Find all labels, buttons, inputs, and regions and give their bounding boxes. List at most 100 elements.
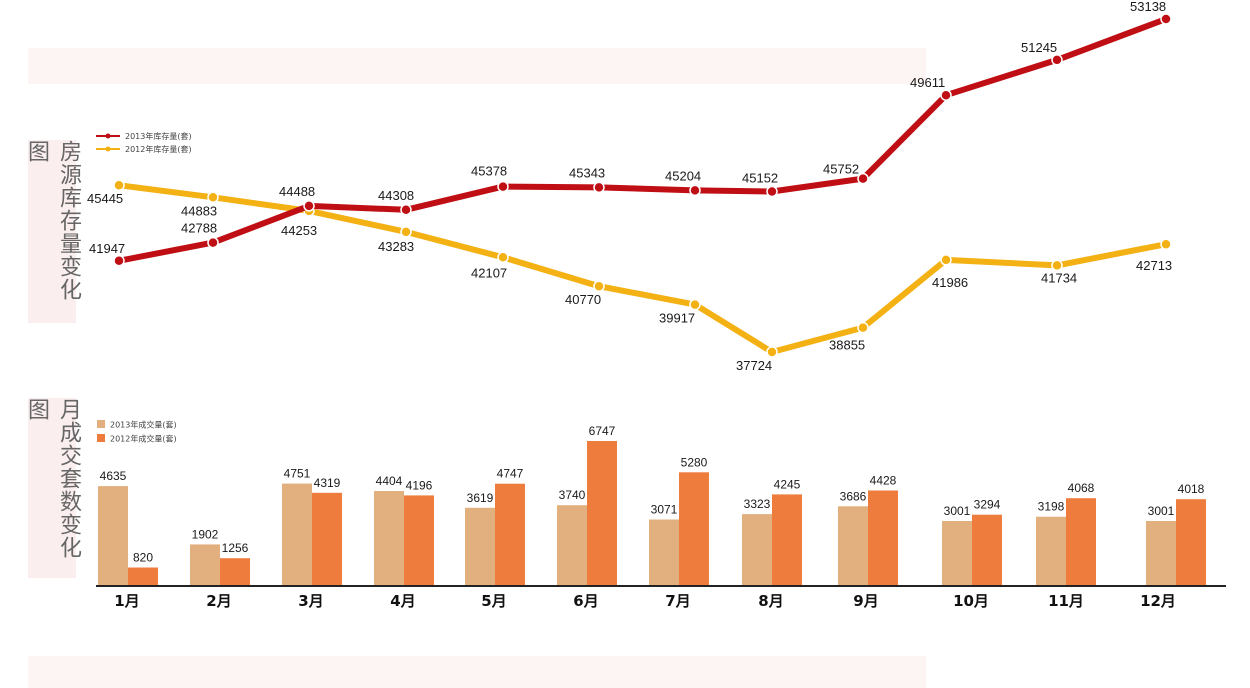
inventory-data-label: 45343 bbox=[569, 165, 605, 180]
sales-data-label: 820 bbox=[133, 551, 153, 565]
month-tick-label: 12月 bbox=[1140, 592, 1176, 610]
sales-bar-2012 bbox=[587, 441, 617, 585]
sales-chart-title: 月成交套数变化图 bbox=[24, 398, 81, 559]
sales-bar-2012 bbox=[679, 472, 709, 585]
sales-data-label: 6747 bbox=[589, 424, 616, 438]
inventory-point bbox=[940, 254, 952, 266]
inventory-point bbox=[593, 280, 605, 292]
legend-label: 2012年库存量(套) bbox=[125, 144, 192, 154]
sales-bar-2013 bbox=[374, 491, 404, 585]
inventory-point bbox=[497, 180, 509, 193]
inventory-data-label: 45378 bbox=[471, 164, 507, 179]
decorative-band-top bbox=[28, 48, 926, 84]
legend-bar-swatch bbox=[97, 420, 105, 428]
legend-label: 2013年成交量(套) bbox=[110, 420, 177, 430]
sales-bar-2012 bbox=[972, 514, 1002, 585]
inventory-data-label: 41734 bbox=[1041, 270, 1077, 285]
sales-bar-2012 bbox=[1176, 499, 1206, 585]
month-tick-label: 10月 bbox=[953, 592, 989, 610]
inventory-data-label: 43283 bbox=[378, 239, 414, 254]
series-2012-inventory bbox=[113, 179, 1172, 358]
inventory-data-label: 44308 bbox=[378, 188, 414, 203]
sales-data-label: 4747 bbox=[497, 467, 524, 481]
inventory-point bbox=[303, 200, 315, 212]
sales-bar-2012 bbox=[220, 558, 250, 585]
inventory-data-label: 45204 bbox=[665, 168, 701, 183]
sales-data-label: 4068 bbox=[1068, 481, 1095, 495]
inventory-point bbox=[940, 89, 952, 101]
inventory-point bbox=[1051, 259, 1063, 272]
inventory-data-label: 45445 bbox=[87, 191, 123, 206]
sales-data-label: 3001 bbox=[944, 504, 971, 518]
inventory-data-label: 45752 bbox=[823, 162, 859, 177]
inventory-data-label: 44883 bbox=[181, 203, 217, 218]
sales-bar-2012 bbox=[868, 490, 898, 585]
sales-data-label: 4751 bbox=[284, 467, 311, 481]
month-tick-label: 9月 bbox=[853, 592, 878, 610]
sales-bar-2013 bbox=[742, 514, 772, 585]
sales-bar-2013 bbox=[98, 486, 128, 585]
inventory-point bbox=[857, 172, 869, 185]
inventory-point bbox=[689, 298, 701, 311]
inventory-data-label: 44488 bbox=[279, 184, 315, 199]
month-tick-label: 11月 bbox=[1048, 592, 1084, 610]
sales-data-label: 4428 bbox=[870, 474, 897, 488]
inventory-point bbox=[593, 181, 605, 194]
inventory-point bbox=[1160, 13, 1172, 25]
month-tick-label: 3月 bbox=[298, 592, 323, 610]
sales-data-label: 1256 bbox=[222, 541, 249, 555]
inventory-data-label: 39917 bbox=[659, 311, 695, 326]
inventory-chart-title-panel: 房源库存量变化图 bbox=[24, 140, 81, 323]
inventory-data-label: 38855 bbox=[829, 338, 865, 353]
sales-data-label: 3740 bbox=[559, 488, 586, 502]
inventory-point bbox=[1160, 238, 1172, 250]
inventory-data-label: 49611 bbox=[910, 75, 945, 90]
sales-chart-title-panel: 月成交套数变化图 bbox=[24, 398, 81, 578]
inventory-data-label: 42713 bbox=[1136, 258, 1172, 273]
inventory-chart-title: 房源库存量变化图 bbox=[24, 140, 81, 301]
inventory-point bbox=[400, 204, 412, 216]
sales-data-label: 3619 bbox=[467, 491, 494, 505]
month-tick-label: 2月 bbox=[206, 592, 231, 610]
month-tick-label: 4月 bbox=[390, 592, 415, 610]
sales-bar-2013 bbox=[557, 505, 587, 585]
legend-label: 2012年成交量(套) bbox=[110, 434, 177, 444]
sales-data-label: 1902 bbox=[192, 527, 219, 541]
sales-bar-2013 bbox=[465, 507, 495, 585]
inventory-point bbox=[857, 321, 869, 334]
inventory-point bbox=[1051, 54, 1063, 66]
sales-data-label: 4196 bbox=[406, 478, 433, 492]
sales-data-label: 4404 bbox=[376, 474, 403, 488]
sales-bar-2013 bbox=[1146, 521, 1176, 585]
sales-data-label: 3323 bbox=[744, 497, 771, 511]
inventory-point bbox=[207, 236, 219, 249]
inventory-data-label: 44253 bbox=[281, 223, 317, 238]
month-tick-label: 8月 bbox=[758, 592, 783, 610]
sales-bar-2012 bbox=[495, 483, 525, 585]
inventory-data-label: 53138 bbox=[1130, 0, 1166, 14]
inventory-data-label: 42107 bbox=[471, 265, 507, 280]
inventory-point bbox=[766, 346, 778, 358]
inventory-point bbox=[689, 184, 701, 197]
month-tick-label: 5月 bbox=[481, 592, 506, 610]
inventory-point bbox=[113, 179, 125, 191]
inventory-point bbox=[113, 255, 125, 267]
inventory-data-label: 45152 bbox=[742, 171, 778, 186]
sales-data-label: 4245 bbox=[774, 477, 801, 491]
inventory-data-label: 51245 bbox=[1021, 40, 1057, 55]
inventory-data-label: 37724 bbox=[736, 358, 772, 373]
inventory-data-label: 41986 bbox=[932, 275, 968, 290]
sales-bar-2013 bbox=[649, 519, 679, 585]
inventory-point bbox=[497, 251, 509, 264]
inventory-data-label: 41947 bbox=[89, 241, 125, 256]
sales-bar-2013 bbox=[190, 544, 220, 585]
month-tick-label: 1月 bbox=[114, 592, 139, 610]
sales-data-label: 3001 bbox=[1148, 504, 1175, 518]
sales-bar-2012 bbox=[312, 492, 342, 585]
inventory-point bbox=[207, 191, 219, 204]
legend-bar-swatch bbox=[97, 434, 105, 442]
legend-marker bbox=[105, 146, 111, 152]
sales-data-label: 3198 bbox=[1038, 500, 1065, 514]
sales-bar-2012 bbox=[128, 567, 158, 585]
